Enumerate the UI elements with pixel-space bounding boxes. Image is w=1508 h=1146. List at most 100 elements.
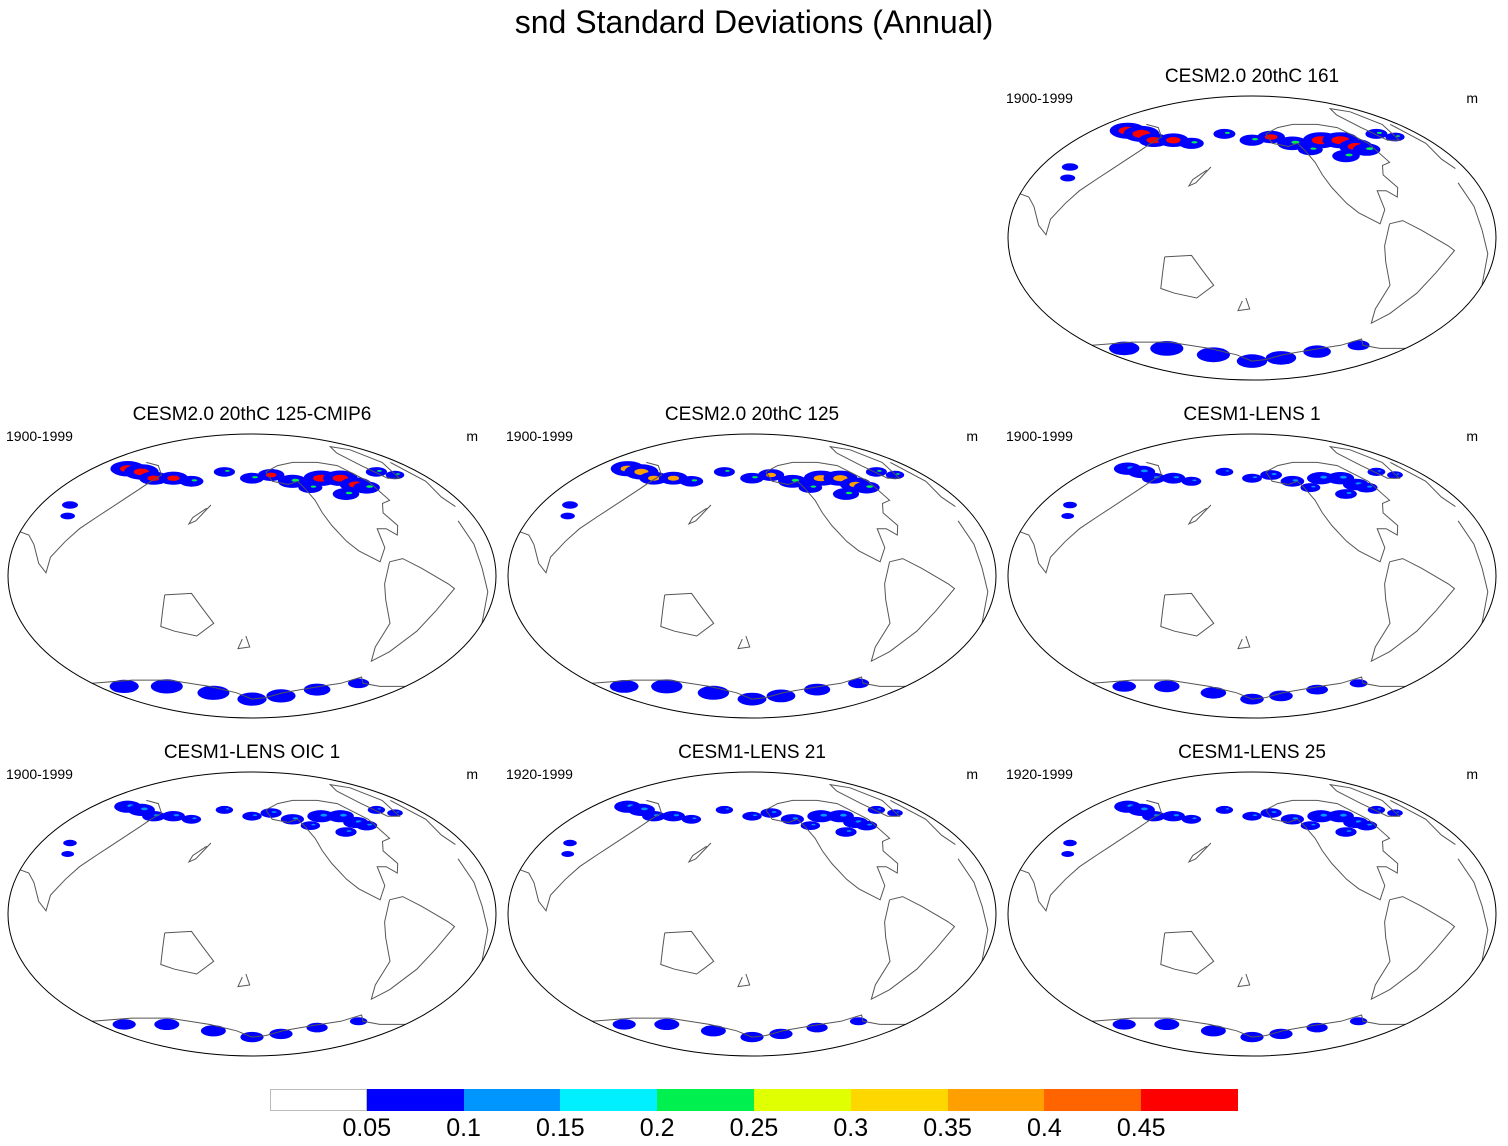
moderate-variability-mark bbox=[1366, 147, 1374, 150]
moderate-variability-mark bbox=[641, 807, 648, 811]
world-map bbox=[7, 771, 497, 1057]
coastline bbox=[1019, 123, 1163, 236]
moderate-variability-mark bbox=[292, 817, 299, 820]
coastline bbox=[390, 799, 456, 846]
moderate-variability-mark bbox=[253, 814, 257, 816]
snow-region-mark bbox=[1150, 341, 1184, 356]
moderate-variability-mark bbox=[225, 470, 230, 472]
moderate-variability-mark bbox=[1225, 470, 1230, 472]
snow-region-mark bbox=[1335, 827, 1357, 837]
coastline bbox=[957, 520, 989, 624]
world-map bbox=[1007, 95, 1497, 381]
snow-region-mark bbox=[385, 470, 405, 480]
panel-title: CESM2.0 20thC 161 bbox=[1164, 66, 1340, 87]
coastline bbox=[265, 461, 399, 563]
coastline bbox=[1390, 123, 1456, 170]
snow-region-mark bbox=[804, 683, 831, 696]
coastline bbox=[19, 461, 163, 574]
coastline bbox=[328, 783, 401, 817]
snow-region-mark bbox=[1063, 501, 1077, 509]
snow-region-mark bbox=[242, 811, 262, 821]
coastline bbox=[1457, 858, 1489, 962]
snow-region-mark bbox=[1161, 811, 1185, 822]
moderate-variability-mark bbox=[840, 813, 847, 817]
panel-period: 1920-1999 bbox=[506, 766, 573, 782]
moderate-variability-mark bbox=[1320, 813, 1328, 817]
map-border bbox=[1007, 95, 1497, 381]
high-variability-mark bbox=[1146, 137, 1161, 144]
coastline bbox=[519, 799, 663, 912]
panel-unit: m bbox=[1466, 428, 1478, 444]
coastline bbox=[1019, 799, 1163, 912]
colorbar-tick-label: 0.4 bbox=[1027, 1114, 1062, 1142]
coastline bbox=[1092, 676, 1406, 700]
coastline bbox=[1160, 930, 1215, 975]
moderate-variability-mark bbox=[725, 808, 730, 810]
snow-region-mark bbox=[353, 481, 380, 494]
moderate-variability-mark bbox=[141, 807, 148, 811]
moderate-variability-mark bbox=[1377, 470, 1382, 472]
coastline bbox=[828, 783, 901, 817]
panel-unit: m bbox=[966, 428, 978, 444]
coastline bbox=[457, 858, 489, 962]
snow-region-mark bbox=[1179, 137, 1204, 149]
moderate-variability-mark bbox=[1367, 823, 1372, 826]
panel-unit: m bbox=[966, 766, 978, 782]
moderate-variability-mark bbox=[673, 814, 680, 817]
snow-region-mark bbox=[62, 501, 78, 509]
coastline bbox=[390, 461, 456, 508]
snow-region-mark bbox=[715, 805, 734, 814]
snow-region-mark bbox=[303, 683, 331, 696]
moderate-variability-mark bbox=[1310, 147, 1317, 150]
world-map bbox=[1007, 433, 1497, 719]
moderate-variability-mark bbox=[1252, 138, 1258, 141]
coastline bbox=[765, 461, 899, 563]
map-panel: CESM2.0 20thC 125 1900-1999 m bbox=[506, 404, 998, 734]
moderate-variability-mark bbox=[792, 817, 799, 820]
moderate-variability-mark bbox=[691, 479, 698, 482]
moderate-variability-mark bbox=[345, 491, 353, 495]
panel-period: 1900-1999 bbox=[6, 766, 73, 782]
snow-region-mark bbox=[1387, 809, 1403, 817]
snow-region-mark bbox=[1242, 811, 1262, 821]
coastline bbox=[370, 896, 456, 1001]
moderate-variability-mark bbox=[225, 808, 230, 810]
moderate-variability-mark bbox=[1396, 811, 1400, 813]
snow-region-mark bbox=[835, 827, 857, 837]
moderate-variability-mark bbox=[810, 485, 817, 488]
world-map bbox=[507, 771, 997, 1057]
snow-region-mark bbox=[335, 827, 357, 837]
snow-region-mark bbox=[1260, 470, 1282, 480]
map-border bbox=[7, 771, 497, 1057]
snow-region-mark bbox=[885, 470, 905, 480]
snow-region-mark bbox=[1356, 820, 1378, 831]
snow-region-mark bbox=[1154, 1018, 1180, 1030]
snow-region-mark bbox=[142, 811, 166, 822]
snow-region-mark bbox=[742, 811, 762, 821]
moderate-variability-mark bbox=[1140, 469, 1148, 473]
coastline bbox=[1019, 461, 1163, 574]
snow-region-mark bbox=[713, 467, 735, 477]
moderate-variability-mark bbox=[896, 811, 900, 813]
coastline bbox=[957, 858, 989, 962]
snow-region-mark bbox=[61, 851, 75, 857]
snow-region-mark bbox=[356, 820, 378, 831]
coastline bbox=[1328, 445, 1401, 479]
panel-unit: m bbox=[466, 428, 478, 444]
snow-region-mark bbox=[266, 689, 296, 703]
coastline bbox=[660, 592, 715, 637]
coastline bbox=[1092, 1014, 1406, 1038]
moderate-variability-mark bbox=[866, 485, 873, 488]
coastline bbox=[1265, 461, 1399, 563]
moderate-variability-mark bbox=[1292, 479, 1299, 482]
coastline bbox=[1160, 592, 1215, 637]
snow-region-mark bbox=[1215, 805, 1234, 814]
coastline bbox=[1265, 799, 1399, 901]
snow-region-mark bbox=[1181, 814, 1202, 824]
snow-region-mark bbox=[1200, 1025, 1226, 1037]
coastline bbox=[519, 461, 663, 574]
map-panel: CESM2.0 20thC 161 1900-1999 m bbox=[1006, 66, 1498, 396]
snow-region-mark bbox=[1269, 1028, 1293, 1040]
snow-region-mark bbox=[161, 811, 185, 822]
coastline bbox=[592, 1014, 906, 1038]
